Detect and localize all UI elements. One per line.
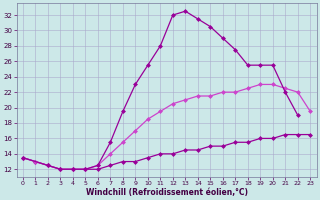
- X-axis label: Windchill (Refroidissement éolien,°C): Windchill (Refroidissement éolien,°C): [85, 188, 248, 197]
